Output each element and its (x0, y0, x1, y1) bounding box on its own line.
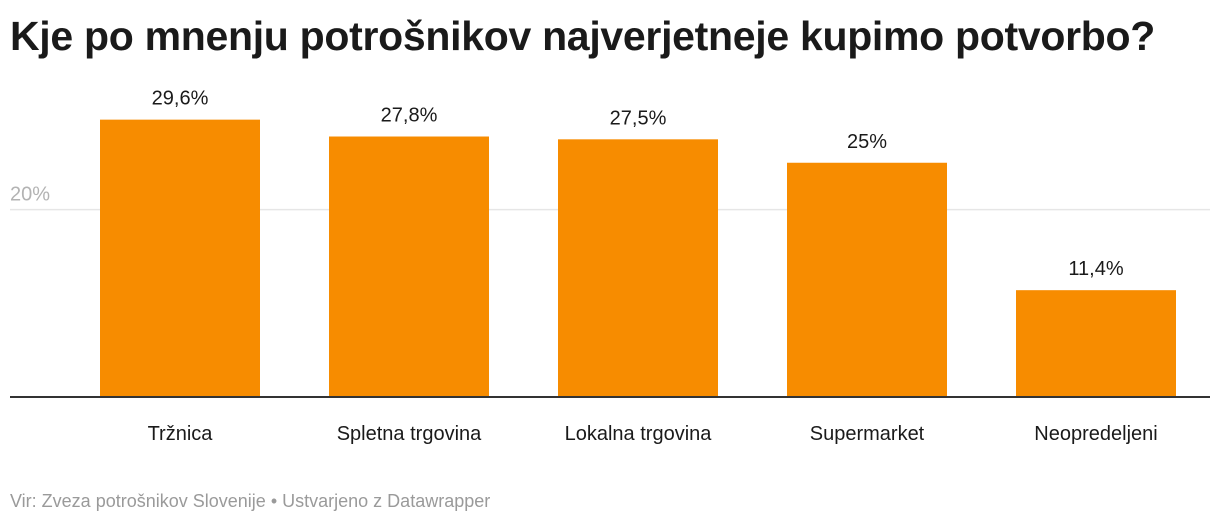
category-labels: Tržnica Spletna trgovina Lokalna trgovina S… (148, 423, 1158, 445)
value-label: 27,5% (610, 107, 667, 129)
category-label: Supermarket (810, 423, 925, 445)
bar-chart: 20% 29,6% 27,8% 27,5% 25% 11,4% Tržnica Splet… (10, 88, 1210, 445)
bar (329, 136, 489, 397)
chart-title: Kje po mnenju potrošnikov najverjetneje … (10, 13, 1155, 59)
y-tick-label: 20% (10, 184, 50, 206)
bar (787, 162, 947, 397)
value-label: 29,6% (152, 88, 209, 110)
bars (100, 119, 1176, 397)
value-label: 25% (847, 131, 887, 153)
footer: Vir: Zveza potrošnikov Slovenije • Ustva… (10, 491, 490, 512)
bar (558, 139, 718, 397)
category-label: Tržnica (148, 423, 214, 445)
value-label: 27,8% (381, 105, 438, 127)
category-label: Spletna trgovina (337, 423, 482, 445)
bar (1016, 290, 1176, 397)
credit-text: Ustvarjeno z Datawrapper (282, 491, 491, 511)
source-text: Vir: Zveza potrošnikov Slovenije (10, 491, 266, 511)
footer-separator: • (270, 491, 278, 511)
category-label: Lokalna trgovina (565, 423, 713, 445)
category-label: Neopredeljeni (1034, 423, 1157, 445)
value-label: 11,4% (1068, 258, 1123, 280)
value-labels: 29,6% 27,8% 27,5% 25% 11,4% (152, 88, 1124, 281)
bar (100, 119, 260, 397)
